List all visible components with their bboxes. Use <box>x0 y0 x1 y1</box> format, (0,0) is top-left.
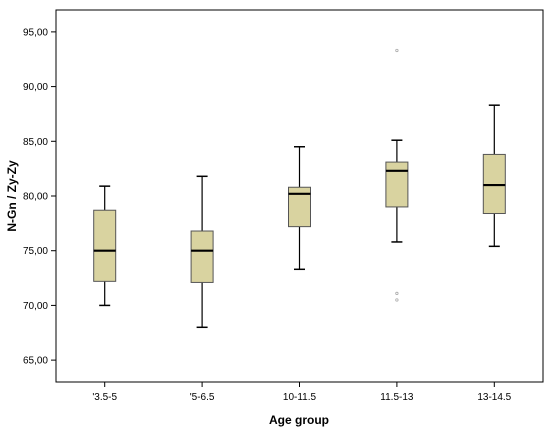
x-axis: '3.5-5 '5-6.5 10-11.5 11.5-13 13-14.5 <box>92 382 512 403</box>
iqr-box <box>93 209 117 282</box>
y-tick-label: 90,00 <box>23 82 48 93</box>
box-'5-6.5 <box>190 175 214 329</box>
outlier-point <box>395 291 399 295</box>
x-axis-title: Age group <box>269 413 329 427</box>
box-11.5-13 <box>385 48 409 302</box>
iqr-box <box>190 230 214 283</box>
y-tick-label: 85,00 <box>23 137 48 148</box>
y-tick-label: 80,00 <box>23 192 48 203</box>
x-tick-label: 13-14.5 <box>477 392 511 403</box>
box-13-14.5 <box>482 104 506 248</box>
iqr-box <box>385 161 409 208</box>
box-10-11.5 <box>288 146 311 271</box>
y-tick-label: 75,00 <box>23 246 48 257</box>
x-tick-label: '5-6.5 <box>190 392 215 403</box>
y-tick-label: 70,00 <box>23 301 48 312</box>
y-tick-label: 95,00 <box>23 27 48 38</box>
outlier-point <box>395 48 399 53</box>
y-axis-title: N-Gn / Zy-Zy <box>5 160 19 232</box>
box-'3.5-5 <box>93 185 117 307</box>
x-tick-label: '3.5-5 <box>92 392 117 403</box>
boxes-group <box>93 48 506 329</box>
outlier-point <box>395 298 399 302</box>
x-tick-label: 11.5-13 <box>380 392 414 403</box>
y-axis: 65,00 70,00 75,00 80,00 85,00 90,00 95,00 <box>23 27 56 367</box>
x-tick-label: 10-11.5 <box>283 392 317 403</box>
iqr-box <box>288 186 311 228</box>
y-tick-label: 65,00 <box>23 356 48 367</box>
